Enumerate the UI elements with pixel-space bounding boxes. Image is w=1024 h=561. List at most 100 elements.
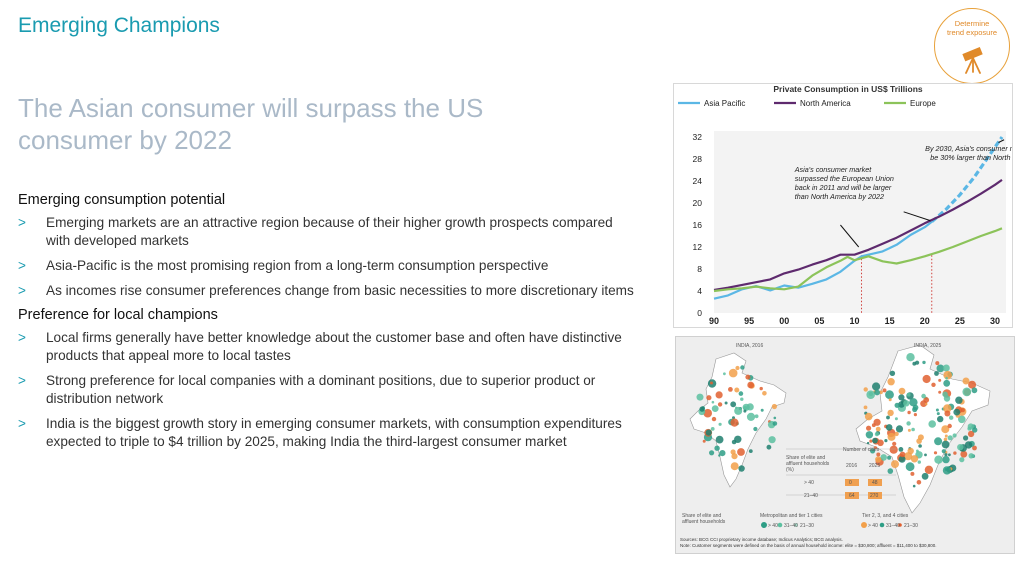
annotation-arrow — [840, 224, 860, 248]
metro-bin1: > 40 — [768, 523, 778, 529]
city-dot — [737, 448, 745, 456]
city-dot — [759, 386, 763, 391]
city-dot — [915, 360, 920, 365]
city-dot — [955, 396, 963, 404]
bullet-marker: > — [18, 215, 26, 230]
city-dot — [771, 403, 777, 410]
city-dot — [865, 431, 874, 439]
y-tick-label: 20 — [693, 198, 703, 208]
city-dot — [938, 378, 942, 382]
city-dot — [924, 465, 934, 474]
map-sources: Sources: BCG CCI proprietary income data… — [680, 537, 1010, 549]
legend-label: Europe — [910, 99, 936, 108]
city-dot — [936, 364, 945, 373]
city-dot — [885, 424, 893, 431]
x-tick-label: 15 — [885, 316, 895, 326]
city-dot — [962, 377, 970, 385]
bullet-list-consumption: > Emerging markets are an attractive regi… — [18, 214, 638, 300]
bullet-marker: > — [18, 283, 26, 298]
city-dot — [706, 395, 712, 401]
annotation-text: surpassed the European Union — [795, 174, 894, 183]
city-dot — [924, 453, 927, 457]
city-dot — [740, 365, 745, 370]
city-dot — [887, 455, 892, 460]
list-item: > Emerging markets are an attractive regi… — [18, 214, 638, 250]
city-dot — [732, 416, 735, 420]
share-label: Share of elite and affluent households — [682, 513, 726, 525]
tier-label: Tier 2, 3, and 4 cities — [862, 513, 909, 519]
section-heading-consumption: Emerging consumption potential — [18, 192, 226, 208]
note-text: Note: Customer segments were defined on … — [680, 543, 937, 548]
bullet-text: Local firms generally have better knowle… — [46, 330, 622, 363]
city-dot — [772, 421, 778, 426]
city-dot — [906, 421, 911, 426]
badge-line-2: trend exposure — [946, 28, 998, 37]
city-dot — [943, 404, 952, 413]
annotation-text: than North America by 2022 — [795, 192, 884, 201]
city-dot — [889, 370, 896, 376]
legend-label: North America — [800, 99, 851, 108]
city-dot — [735, 365, 740, 371]
city-dot — [738, 465, 745, 472]
city-dot — [948, 453, 951, 457]
city-dot — [894, 417, 898, 421]
map-title-2025: INDIA, 2025 — [914, 343, 942, 349]
city-dot — [912, 484, 916, 488]
city-dot — [871, 423, 876, 428]
city-dot — [945, 376, 948, 380]
bullet-text: Emerging markets are an attractive regio… — [46, 215, 613, 248]
city-dot — [918, 444, 922, 448]
city-dot — [723, 372, 726, 376]
bullet-marker: > — [18, 373, 26, 388]
city-dots-2025 — [863, 353, 978, 488]
consumption-chart-svg: Private Consumption in US$ Trillions Asia… — [678, 84, 1024, 326]
city-dot — [933, 451, 938, 455]
city-dot — [715, 391, 723, 399]
sources-text: Sources: BCG CCI proprietary income data… — [680, 537, 843, 542]
trend-exposure-badge: Determine trend exposure — [934, 8, 1010, 84]
city-dot — [942, 466, 952, 475]
city-dot — [898, 387, 906, 395]
city-dot — [967, 423, 974, 430]
city-dot — [730, 462, 739, 471]
x-tick-label: 20 — [920, 316, 930, 326]
city-dot — [711, 416, 717, 422]
city-dot — [875, 426, 881, 432]
city-dot — [717, 402, 723, 407]
city-dot — [762, 391, 767, 396]
map-title-2016: INDIA, 2016 — [736, 343, 764, 349]
city-dot — [957, 444, 964, 451]
city-dot — [943, 395, 951, 402]
row2-2025: 270 — [870, 493, 879, 499]
city-dot — [730, 418, 739, 427]
city-dot — [916, 449, 919, 453]
city-dot — [895, 425, 904, 433]
city-dot — [734, 435, 742, 443]
city-dot — [938, 390, 942, 394]
list-item: > Local firms generally have better knowl… — [18, 329, 638, 365]
india-2025-outline — [855, 344, 991, 514]
city-dot — [941, 425, 950, 434]
city-dot — [754, 414, 759, 419]
city-dot — [898, 394, 905, 401]
city-dot — [745, 374, 751, 380]
list-item: > Strong preference for local companies w… — [18, 372, 638, 408]
city-dot — [911, 427, 915, 432]
city-dot — [874, 389, 880, 396]
city-dot — [872, 382, 881, 391]
y-tick-label: 32 — [693, 132, 703, 142]
city-dot — [944, 452, 948, 457]
city-dot — [714, 445, 720, 451]
city-dot — [887, 432, 896, 441]
city-dot — [705, 429, 712, 436]
city-dot — [941, 440, 950, 449]
bullet-text: As incomes rise consumer preferences cha… — [46, 283, 634, 298]
city-dot — [730, 401, 737, 408]
badge-line-1: Determine — [954, 19, 990, 28]
city-dot — [972, 445, 977, 451]
annotation-text: back in 2011 and will be larger — [795, 183, 892, 192]
consumption-chart: Private Consumption in US$ Trillions Asia… — [673, 83, 1024, 328]
section-heading-local-champions: Preference for local champions — [18, 307, 218, 323]
city-dot — [710, 381, 713, 385]
city-dot — [728, 368, 738, 378]
